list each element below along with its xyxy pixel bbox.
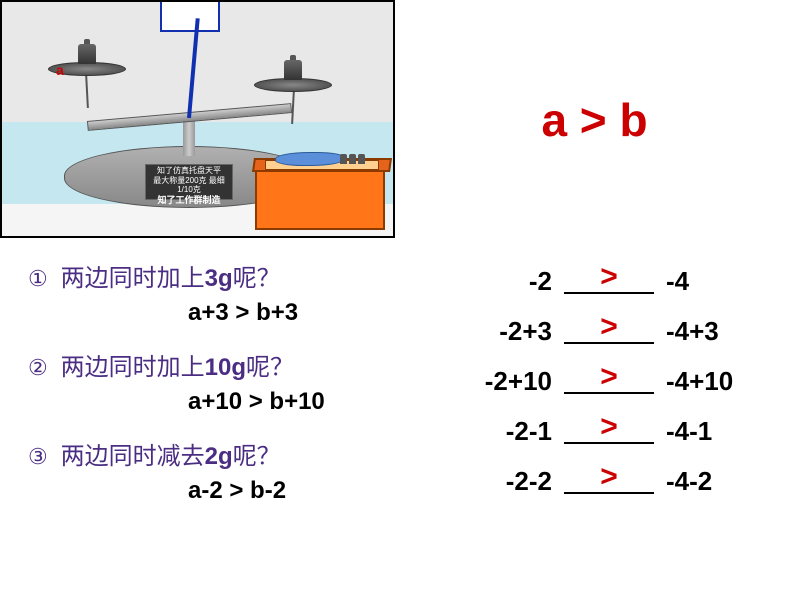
q3-post: 呢？ bbox=[233, 443, 281, 470]
scale-nameplate: 知了仿真托盘天平 最大称量200克 最细1/10克 知了工作群制造 bbox=[145, 164, 233, 200]
question-1: ① 两边同时加上3g呢？ bbox=[28, 258, 458, 293]
q2-bold: 10g bbox=[205, 354, 246, 381]
weight-box bbox=[255, 166, 385, 230]
q3-pre: 两边同时减去 bbox=[61, 443, 205, 470]
balance-scale-illustration: 知了仿真托盘天平 最大称量200克 最细1/10克 知了工作群制造 a bbox=[0, 0, 395, 238]
pan-right bbox=[254, 78, 332, 92]
top-section: 知了仿真托盘天平 最大称量200克 最细1/10克 知了工作群制造 a a > … bbox=[0, 0, 794, 240]
inequality-title: a > b bbox=[541, 93, 647, 147]
cmp-left: -2-1 bbox=[458, 416, 558, 447]
answer-3: a-2 > b-2 bbox=[188, 477, 458, 505]
weight-right bbox=[284, 60, 302, 80]
q1-post: 呢？ bbox=[233, 265, 281, 292]
cmp-blank: > bbox=[564, 314, 654, 344]
comparison-row: -2+10 > -4+10 bbox=[458, 364, 776, 402]
question-2: ② 两边同时加上10g呢？ bbox=[28, 347, 458, 382]
comparison-row: -2-2 > -4-2 bbox=[458, 464, 776, 502]
comparison-row: -2 > -4 bbox=[458, 264, 776, 302]
q2-pre: 两边同时加上 bbox=[61, 354, 205, 381]
answer-1: a+3 > b+3 bbox=[188, 299, 458, 327]
cmp-left: -2-2 bbox=[458, 466, 558, 497]
cmp-right: -4-2 bbox=[660, 466, 776, 497]
cmp-sign: > bbox=[600, 310, 618, 343]
scale-dial bbox=[160, 2, 220, 32]
answer-2: a+10 > b+10 bbox=[188, 388, 458, 416]
q3-bold: 2g bbox=[205, 443, 233, 470]
comparison-column: -2 > -4 -2+3 > -4+3 -2+10 > -4+10 -2-1 >… bbox=[458, 258, 776, 525]
weight-left bbox=[78, 44, 96, 64]
cmp-sign: > bbox=[600, 260, 618, 293]
q1-pre: 两边同时加上 bbox=[61, 265, 205, 292]
cmp-sign: > bbox=[600, 360, 618, 393]
scale-pillar bbox=[183, 120, 195, 156]
q1-bold: 3g bbox=[205, 265, 233, 292]
cmp-blank: > bbox=[564, 364, 654, 394]
scale-pointer bbox=[187, 18, 200, 118]
marker-1: ① bbox=[28, 266, 54, 292]
pan-label-a: a bbox=[56, 62, 64, 78]
title-area: a > b bbox=[395, 0, 794, 240]
cmp-right: -4+3 bbox=[660, 316, 776, 347]
comparison-row: -2+3 > -4+3 bbox=[458, 314, 776, 352]
cmp-right: -4-1 bbox=[660, 416, 776, 447]
cmp-left: -2+10 bbox=[458, 366, 558, 397]
cmp-left: -2 bbox=[458, 266, 558, 297]
hanger-left bbox=[85, 74, 89, 108]
cmp-blank: > bbox=[564, 414, 654, 444]
cmp-blank: > bbox=[564, 264, 654, 294]
nameplate-line1: 知了仿真托盘天平 bbox=[147, 166, 231, 176]
hanger-right bbox=[291, 90, 295, 124]
question-3: ③ 两边同时减去2g呢？ bbox=[28, 436, 458, 471]
questions-column: ① 两边同时加上3g呢？ a+3 > b+3 ② 两边同时加上10g呢？ a+1… bbox=[28, 258, 458, 525]
nameplate-line2: 最大称量200克 最细1/10克 bbox=[147, 176, 231, 195]
cmp-right: -4+10 bbox=[660, 366, 776, 397]
marker-3: ③ bbox=[28, 444, 54, 470]
cmp-left: -2+3 bbox=[458, 316, 558, 347]
marker-2: ② bbox=[28, 355, 54, 381]
bottom-section: ① 两边同时加上3g呢？ a+3 > b+3 ② 两边同时加上10g呢？ a+1… bbox=[0, 240, 794, 525]
cmp-sign: > bbox=[600, 410, 618, 443]
cmp-blank: > bbox=[564, 464, 654, 494]
cmp-right: -4 bbox=[660, 266, 776, 297]
small-weights bbox=[340, 154, 365, 164]
cmp-sign: > bbox=[600, 460, 618, 493]
nameplate-line3: 知了工作群制造 bbox=[147, 195, 231, 206]
cloth-icon bbox=[275, 152, 345, 166]
comparison-row: -2-1 > -4-1 bbox=[458, 414, 776, 452]
q2-post: 呢？ bbox=[246, 354, 294, 381]
